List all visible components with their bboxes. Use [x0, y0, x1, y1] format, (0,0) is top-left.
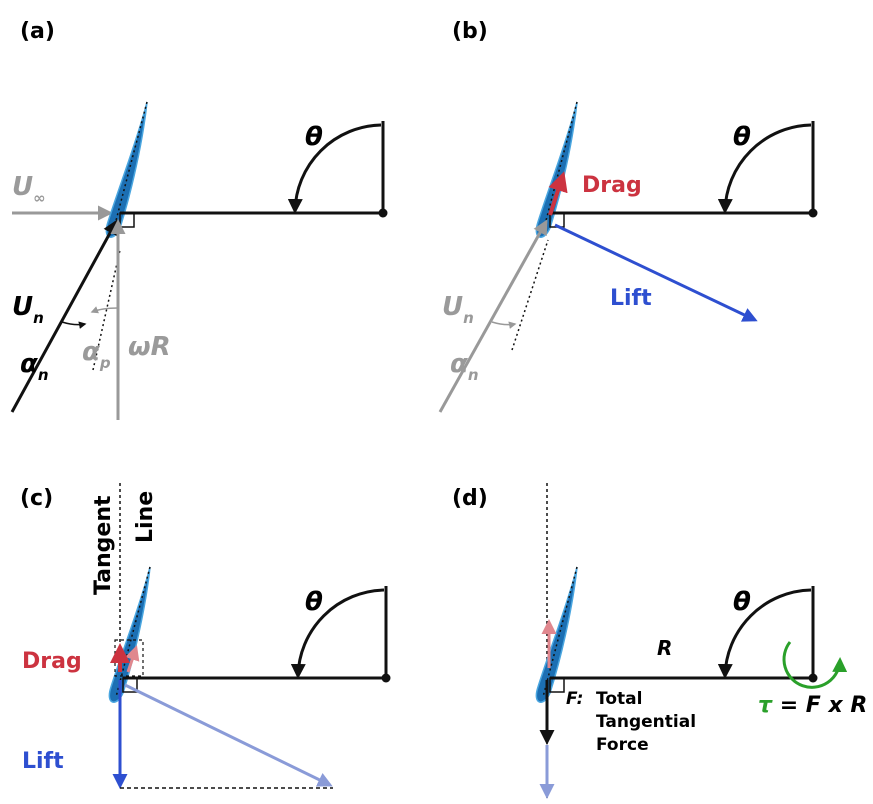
diagram: (a) θ U∞ Un αn αp ωR (b) θ Drag Lift Un … — [0, 0, 873, 804]
panel-b: (b) θ Drag Lift Un αn — [440, 19, 818, 412]
drag-label: Drag — [22, 649, 82, 674]
panel-c: (c) θ Tangent Line Drag Lift — [20, 483, 391, 788]
omega-r: ωR — [128, 332, 171, 362]
force-desc: Total — [596, 689, 642, 709]
drag-label: Drag — [582, 173, 642, 198]
force-symbol: F: — [566, 689, 583, 709]
alpha-n: αn — [450, 349, 479, 384]
lift-label: Lift — [610, 286, 652, 311]
panel-label: (b) — [452, 19, 488, 44]
theta: θ — [305, 122, 323, 152]
panel-label: (c) — [20, 486, 53, 511]
theta: θ — [733, 587, 751, 617]
u-n: Un — [442, 292, 474, 327]
lift-label: Lift — [22, 749, 64, 774]
force-desc: Tangential — [596, 712, 696, 732]
u-n: Un — [12, 292, 44, 327]
line-label: Line — [133, 491, 158, 543]
force-desc: Force — [596, 735, 649, 755]
panel-a: (a) θ U∞ Un αn αp ωR — [12, 19, 388, 420]
theta: θ — [733, 122, 751, 152]
panel-label: (d) — [452, 486, 488, 511]
panel-label: (a) — [20, 19, 55, 44]
tangent-label: Tangent — [91, 495, 116, 595]
alpha-p: αp — [82, 337, 111, 372]
panel-d: (d) θ R F: Total Tangential Force τ = F … — [452, 483, 867, 800]
radius-label: R — [657, 636, 672, 660]
u-inf: U∞ — [12, 172, 46, 207]
theta: θ — [305, 587, 323, 617]
torque: τ = F x R — [758, 693, 867, 718]
